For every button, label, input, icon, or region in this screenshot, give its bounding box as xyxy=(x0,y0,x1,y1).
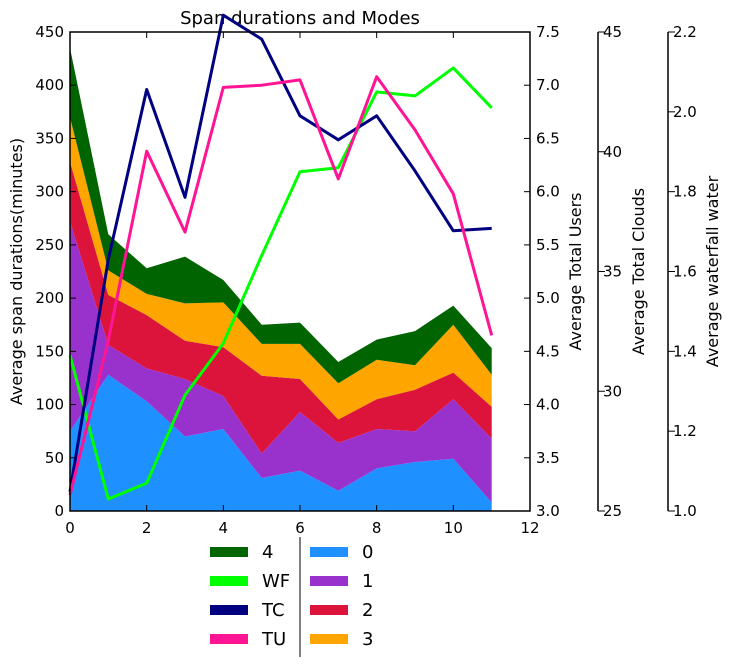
y-tick-label: 4.5 xyxy=(536,342,560,360)
y-tick-label: 200 xyxy=(35,289,64,307)
stacked-areas xyxy=(70,48,492,511)
area-series-1 xyxy=(70,221,492,503)
y-tick-label: 6.5 xyxy=(536,129,560,147)
y-tick-label: 35 xyxy=(603,263,622,281)
legend-swatch-TU xyxy=(210,634,248,644)
y-tick-label: 1.6 xyxy=(673,263,697,281)
legend-swatch-2 xyxy=(310,605,348,615)
x-axis: 0 2 4 6 8 10 12 xyxy=(65,32,540,537)
x-tick-label: 2 xyxy=(142,519,152,537)
area-series-0 xyxy=(70,374,492,511)
y-tick-label: 7.0 xyxy=(536,76,560,94)
chart-title: Span durations and Modes xyxy=(180,8,420,29)
y-tick-label: 250 xyxy=(35,236,64,254)
y-tick-label: 25 xyxy=(603,502,622,520)
legend-label-TC: TC xyxy=(261,600,285,621)
y-tick-label: 3.0 xyxy=(536,502,560,520)
legend-swatch-TC xyxy=(210,605,248,615)
line-series-WF xyxy=(68,66,493,501)
y-tick-label: 50 xyxy=(45,449,64,467)
x-tick-label: 12 xyxy=(520,519,539,537)
legend-label-0: 0 xyxy=(362,542,373,563)
x-tick-label: 10 xyxy=(444,519,463,537)
y-tick-label: 300 xyxy=(35,183,64,201)
x-tick-label: 8 xyxy=(372,519,382,537)
legend-label-1: 1 xyxy=(362,571,373,592)
y-axis-label-y0: Average span durations(minutes) xyxy=(7,138,26,405)
x-tick-label: 0 xyxy=(65,519,75,537)
y-tick-label: 1.2 xyxy=(673,422,697,440)
y-axis-label-y2: Average Total Clouds xyxy=(629,188,648,355)
legend-swatch-0 xyxy=(310,547,348,557)
y-tick-label: 1.0 xyxy=(673,502,697,520)
legend-label-4: 4 xyxy=(262,542,273,563)
y-tick-label: 450 xyxy=(35,23,64,41)
legend-swatch-WF xyxy=(210,576,248,586)
y-tick-label: 30 xyxy=(603,382,622,400)
y-tick-label: 100 xyxy=(35,396,64,414)
y-tick-label: 1.8 xyxy=(673,183,697,201)
legend-label-WF: WF xyxy=(262,571,290,592)
y-axis-label-y3: Average waterfall water xyxy=(703,175,722,367)
legend-swatch-3 xyxy=(310,634,348,644)
legend-label-3: 3 xyxy=(362,629,373,650)
line-series-TC xyxy=(68,13,492,493)
y-tick-label: 400 xyxy=(35,76,64,94)
area-series-3 xyxy=(70,117,492,420)
y-axis-label-y1: Average Total Users xyxy=(566,192,585,350)
legend-swatch-4 xyxy=(210,547,248,557)
y-tick-label: 40 xyxy=(603,143,622,161)
y-tick-label: 45 xyxy=(603,23,622,41)
area-series-2 xyxy=(70,161,492,454)
y-tick-label: 350 xyxy=(35,129,64,147)
y-tick-label: 1.4 xyxy=(673,342,697,360)
legend-swatch-1 xyxy=(310,576,348,586)
y-axes: 0 50 100 150 200 250 300 350 400 450 Average span … xyxy=(7,23,722,520)
line-series-TU xyxy=(68,75,494,496)
legend-label-2: 2 xyxy=(362,600,373,621)
line-series xyxy=(68,13,494,501)
y-tick-label: 0 xyxy=(54,502,64,520)
y-tick-label: 150 xyxy=(35,342,64,360)
y-tick-label: 5.0 xyxy=(536,289,560,307)
legend-label-TU: TU xyxy=(261,629,286,650)
area-series-4 xyxy=(70,48,492,384)
y-tick-label: 5.5 xyxy=(536,236,560,254)
x-tick-label: 6 xyxy=(295,519,305,537)
x-tick-label: 4 xyxy=(219,519,229,537)
y-tick-label: 6.0 xyxy=(536,183,560,201)
y-tick-label: 2.0 xyxy=(673,103,697,121)
y-tick-label: 3.5 xyxy=(536,449,560,467)
y-tick-label: 4.0 xyxy=(536,396,560,414)
y-tick-label: 2.2 xyxy=(673,23,697,41)
y-tick-label: 7.5 xyxy=(536,23,560,41)
legend: 4 WF TC TU 0 1 2 3 xyxy=(210,537,373,657)
